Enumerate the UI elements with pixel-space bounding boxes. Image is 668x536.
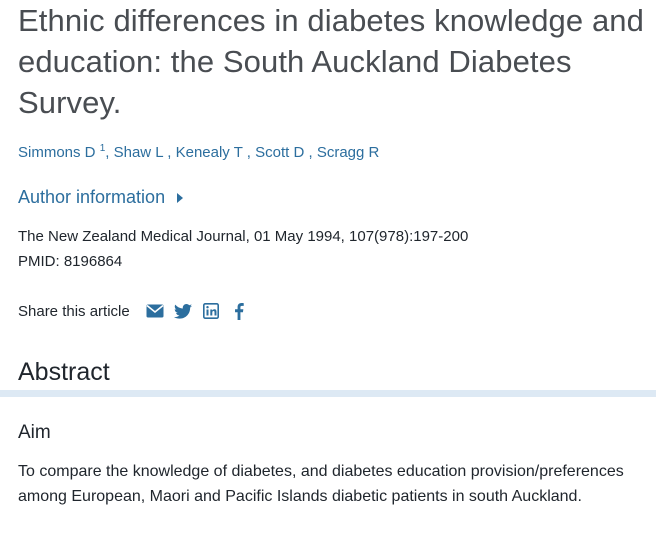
author-information-toggle[interactable]: Author information — [18, 187, 184, 208]
caret-right-icon — [177, 192, 184, 203]
citation-details: , 01 May 1994, 107(978):197-200 — [245, 228, 469, 245]
aim-text: To compare the knowledge of diabetes, an… — [18, 463, 624, 505]
journal-name: The New Zealand Medical Journal — [18, 228, 246, 245]
twitter-icon[interactable] — [173, 302, 192, 320]
abstract-heading: Abstract — [18, 358, 110, 386]
author-link[interactable]: Scott D — [255, 144, 305, 161]
author-link[interactable]: Scragg R — [316, 144, 380, 161]
affiliation-marker[interactable]: 1 — [99, 143, 106, 154]
share-label: Share this article — [18, 302, 130, 320]
author-link[interactable]: Shaw L — [113, 144, 164, 161]
author-link[interactable]: Kenealy T — [175, 144, 243, 161]
article-title: Ethnic differences in diabetes knowledge… — [18, 3, 644, 120]
author-list: Simmons D 1, Shaw L , Kenealy T , Scott … — [18, 143, 380, 161]
author-link[interactable]: Simmons D — [18, 144, 96, 161]
citation: The New Zealand Medical Journal, 01 May … — [18, 228, 468, 245]
share-bar: Share this article — [18, 302, 258, 320]
aim-heading: Aim — [18, 422, 51, 443]
section-divider — [0, 390, 656, 397]
email-icon[interactable] — [146, 302, 164, 320]
linkedin-icon[interactable] — [202, 302, 220, 320]
pmid: PMID: 8196864 — [18, 253, 123, 270]
author-information-label: Author information — [18, 187, 166, 207]
facebook-icon[interactable] — [230, 302, 248, 320]
